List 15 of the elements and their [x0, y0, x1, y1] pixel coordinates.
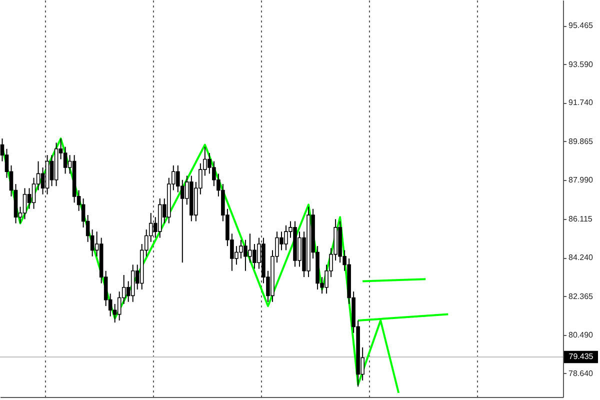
- candlestick: [27, 188, 32, 210]
- candlestick: [63, 146, 68, 174]
- y-tick-label: 84.240: [568, 253, 594, 262]
- y-tick-label: 80.490: [568, 330, 594, 340]
- y-tick-label: 95.465: [568, 21, 594, 30]
- ref-line-label: 79.435: [568, 352, 594, 361]
- y-tick-label: 93.590: [568, 60, 594, 69]
- y-tick-label: 86.115: [568, 214, 593, 224]
- candlestick: [32, 177, 36, 210]
- y-tick-label: 91.740: [568, 98, 594, 108]
- candlestick: [22, 188, 27, 220]
- y-tick-label: 87.990: [568, 176, 594, 185]
- y-tick-label: 78.640: [568, 368, 594, 378]
- y-tick-label: 82.365: [568, 292, 594, 301]
- y-tick-label: 89.865: [568, 136, 594, 146]
